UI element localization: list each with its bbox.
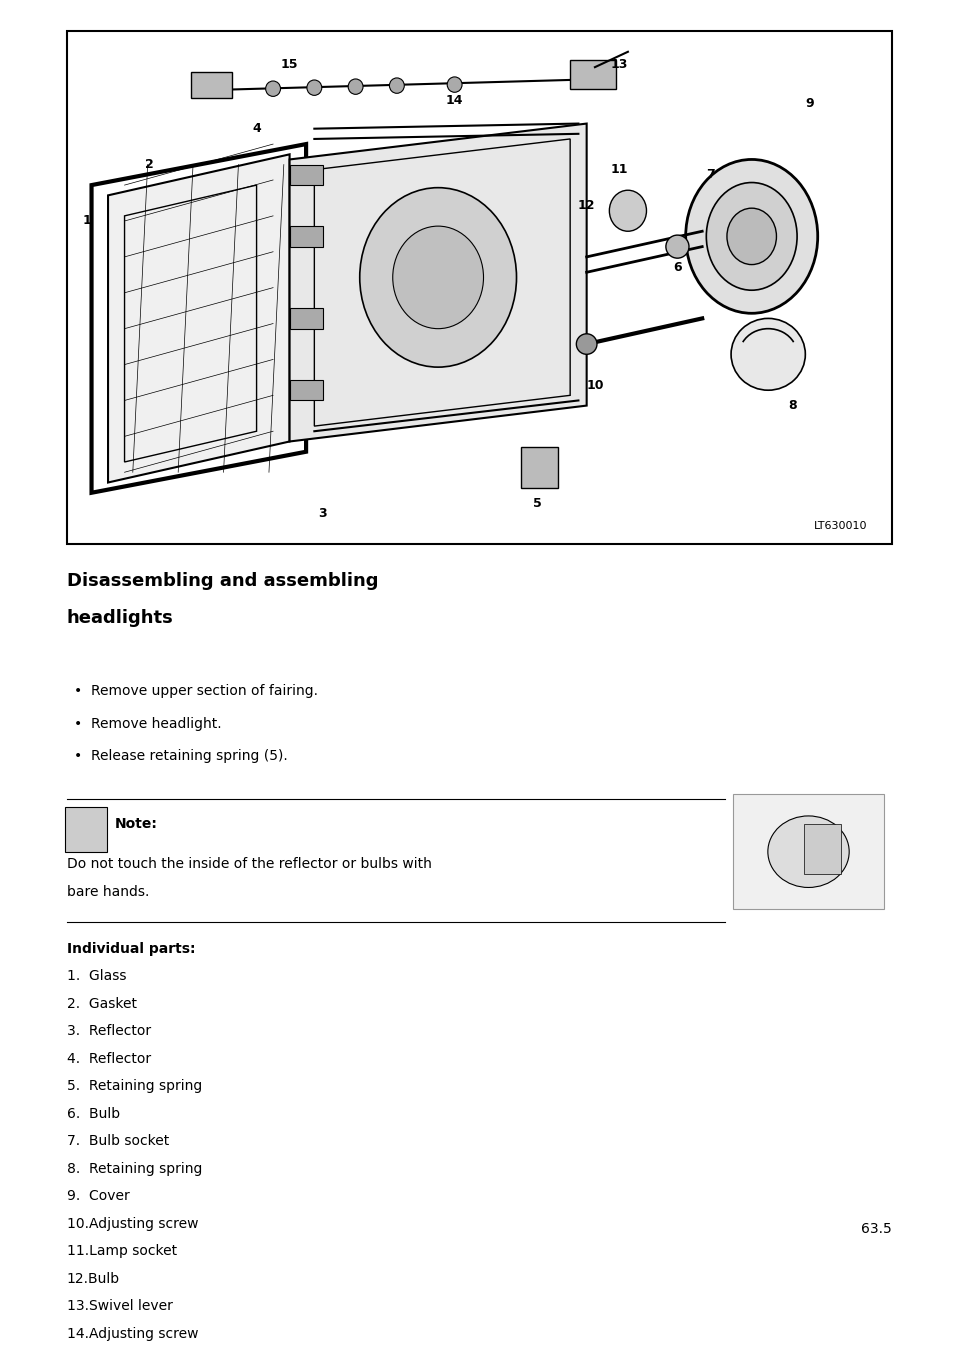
Text: 13.Swivel lever: 13.Swivel lever — [67, 1300, 172, 1313]
Polygon shape — [290, 123, 586, 442]
Text: 10: 10 — [585, 378, 603, 392]
Ellipse shape — [359, 188, 516, 367]
Ellipse shape — [576, 334, 597, 354]
Bar — [290, 380, 322, 400]
Text: LT630010: LT630010 — [813, 521, 866, 531]
Bar — [67, 31, 891, 544]
Text: ⏴F: ⏴F — [79, 824, 92, 834]
Ellipse shape — [726, 208, 776, 265]
Text: 12.Bulb: 12.Bulb — [67, 1271, 120, 1286]
Text: •  Remove upper section of fairing.: • Remove upper section of fairing. — [74, 684, 318, 698]
Text: headlights: headlights — [67, 609, 173, 627]
Text: 7: 7 — [705, 169, 714, 181]
Text: 9.  Cover: 9. Cover — [67, 1189, 130, 1204]
Ellipse shape — [685, 159, 817, 313]
Text: 1: 1 — [83, 215, 91, 227]
Text: 63.5: 63.5 — [861, 1221, 891, 1236]
Bar — [520, 447, 558, 488]
Text: 5: 5 — [532, 497, 541, 509]
Bar — [290, 226, 322, 247]
Bar — [802, 824, 840, 874]
Bar — [290, 165, 322, 185]
Text: 13: 13 — [610, 58, 628, 72]
Text: Note:: Note: — [114, 816, 157, 831]
Ellipse shape — [730, 319, 804, 390]
Ellipse shape — [767, 816, 848, 888]
Text: •  Release retaining spring (5).: • Release retaining spring (5). — [74, 750, 288, 763]
Text: 7.  Bulb socket: 7. Bulb socket — [67, 1135, 169, 1148]
Text: 9: 9 — [804, 96, 813, 109]
Ellipse shape — [307, 80, 321, 96]
Text: 4.  Reflector: 4. Reflector — [67, 1052, 151, 1066]
Text: Individual parts:: Individual parts: — [67, 942, 195, 955]
Text: Disassembling and assembling: Disassembling and assembling — [67, 571, 378, 589]
Ellipse shape — [393, 226, 483, 328]
Polygon shape — [108, 154, 290, 482]
Bar — [290, 308, 322, 328]
Ellipse shape — [447, 77, 461, 92]
Ellipse shape — [609, 190, 646, 231]
Text: 14.Adjusting screw: 14.Adjusting screw — [67, 1327, 198, 1342]
Ellipse shape — [389, 78, 404, 93]
Text: 14: 14 — [445, 95, 463, 107]
Text: 5.  Retaining spring: 5. Retaining spring — [67, 1079, 202, 1093]
Text: 8: 8 — [788, 399, 797, 412]
Ellipse shape — [348, 78, 363, 95]
Text: 11: 11 — [610, 163, 628, 176]
Text: 11.Lamp socket: 11.Lamp socket — [67, 1244, 176, 1258]
Text: 2: 2 — [145, 158, 153, 172]
Text: •  Remove headlight.: • Remove headlight. — [74, 716, 222, 731]
Bar — [570, 61, 615, 89]
Ellipse shape — [265, 81, 280, 96]
Text: 10.Adjusting screw: 10.Adjusting screw — [67, 1217, 198, 1231]
Text: Do not touch the inside of the reflector or bulbs with: Do not touch the inside of the reflector… — [67, 857, 431, 870]
Ellipse shape — [705, 182, 797, 290]
Text: 8.  Retaining spring: 8. Retaining spring — [67, 1162, 202, 1175]
Text: 4: 4 — [252, 122, 261, 135]
Text: 3: 3 — [318, 507, 327, 520]
Text: 1.  Glass: 1. Glass — [67, 969, 126, 984]
FancyBboxPatch shape — [65, 807, 107, 851]
Text: 2.  Gasket: 2. Gasket — [67, 997, 136, 1011]
Text: 3.  Reflector: 3. Reflector — [67, 1024, 151, 1039]
Bar — [191, 73, 232, 97]
Text: bare hands.: bare hands. — [67, 885, 149, 900]
FancyBboxPatch shape — [732, 794, 883, 909]
Text: 12: 12 — [578, 199, 595, 212]
Text: 6: 6 — [673, 261, 681, 274]
Ellipse shape — [665, 235, 688, 258]
Text: 15: 15 — [280, 58, 298, 72]
Text: 6.  Bulb: 6. Bulb — [67, 1106, 120, 1121]
